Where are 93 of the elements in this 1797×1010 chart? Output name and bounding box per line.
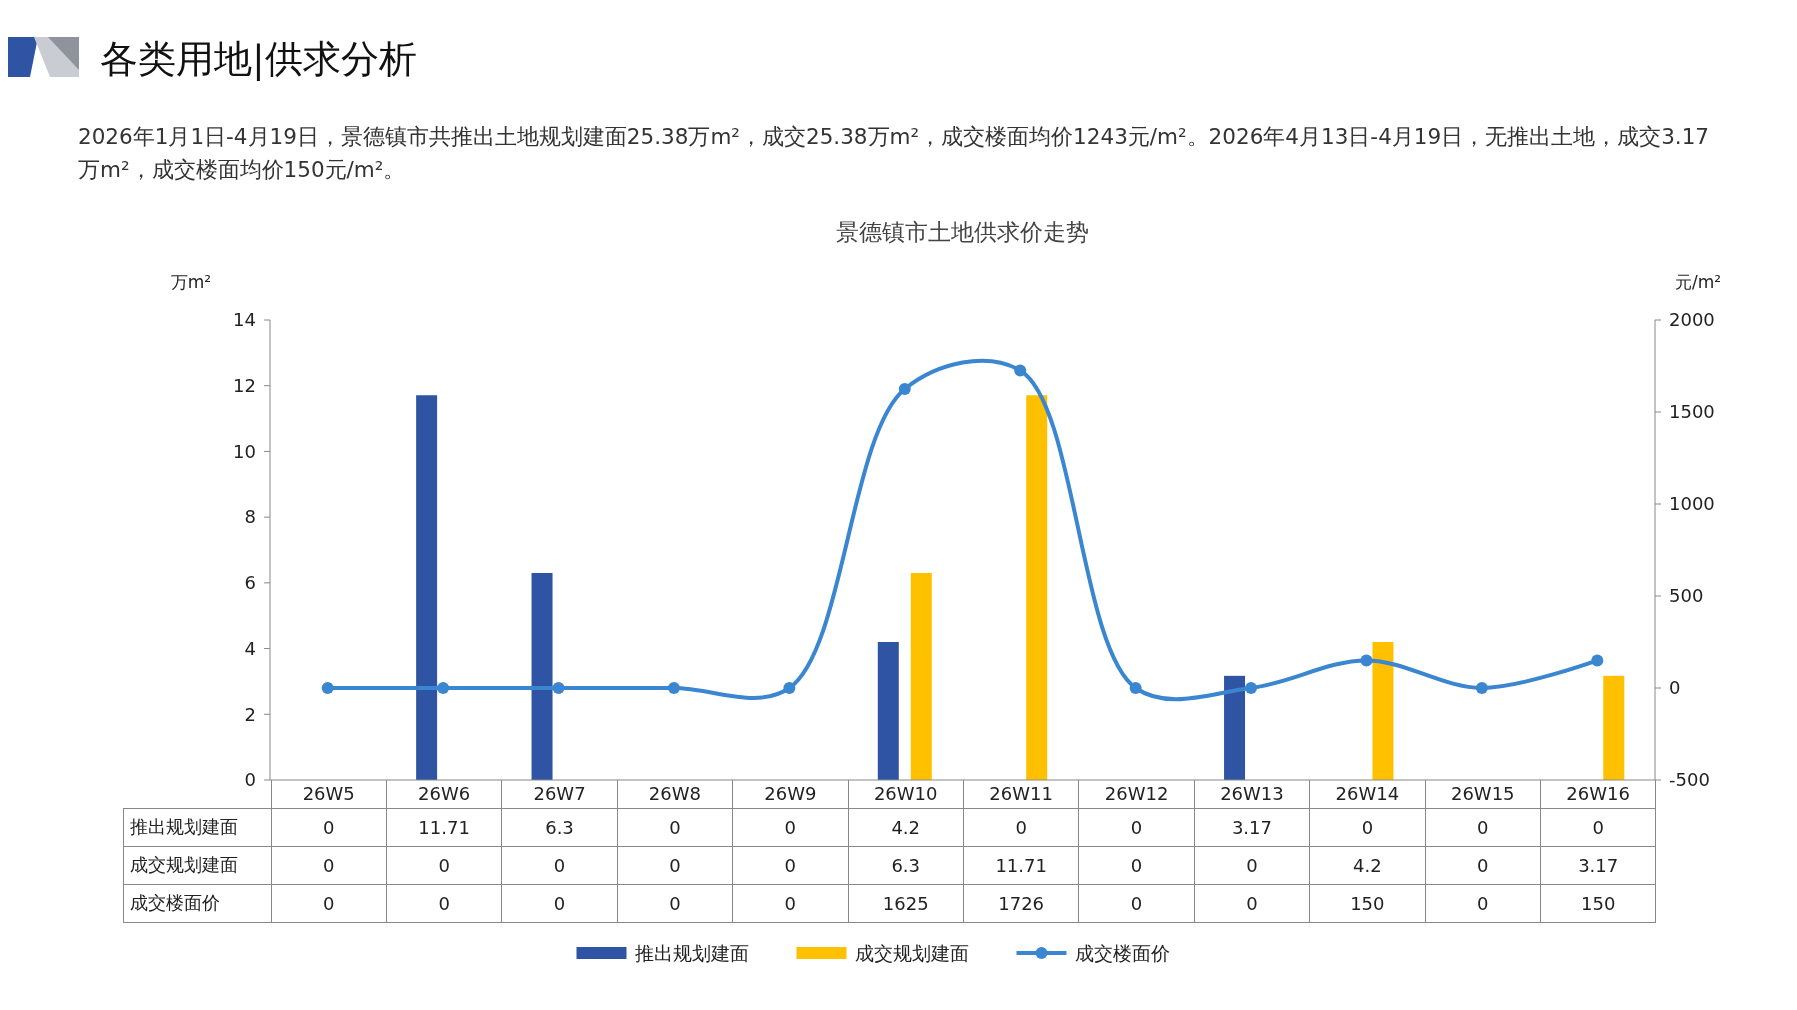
data-label: 0 xyxy=(784,892,797,914)
point xyxy=(667,682,680,694)
point xyxy=(1014,364,1027,377)
x-tick-label: 26W12 xyxy=(1104,783,1169,805)
text: 各类用地|供求分析 xyxy=(100,37,417,81)
data-label: 3.17 xyxy=(1231,816,1272,838)
point xyxy=(437,682,450,694)
data-label: 150 xyxy=(1350,892,1385,914)
y-axis-title: 万m² xyxy=(170,272,212,292)
x-tick-label: 26W15 xyxy=(1450,783,1515,805)
y2-tick-label: 500 xyxy=(1669,585,1704,607)
data-label: 11.71 xyxy=(418,816,470,838)
y-tick-label: 2 xyxy=(244,703,256,725)
bar xyxy=(531,573,553,780)
data-label: 0 xyxy=(1246,892,1258,914)
data-label: 0 xyxy=(1130,892,1143,914)
data-label: 150 xyxy=(1580,892,1616,914)
data-label: 0 xyxy=(1361,816,1374,838)
bar xyxy=(1603,675,1625,780)
data-label: 0 xyxy=(1477,854,1489,876)
y-tick-label: 4 xyxy=(244,637,256,659)
text: 成交楼面价 xyxy=(130,892,220,913)
bar xyxy=(416,395,438,780)
point xyxy=(321,682,334,694)
x-tick-label: 26W10 xyxy=(873,783,938,805)
y-tick-label: 12 xyxy=(233,375,256,397)
data-label: 0 xyxy=(322,816,335,838)
point xyxy=(552,682,565,694)
point xyxy=(1591,654,1604,667)
x-tick-label: 26W6 xyxy=(418,783,471,805)
point xyxy=(783,682,796,694)
y2-tick-label: 2000 xyxy=(1669,309,1715,331)
x-tick-label: 26W13 xyxy=(1220,783,1284,805)
data-label: 0 xyxy=(553,892,566,914)
data-label: 0 xyxy=(669,854,681,876)
x-tick-label: 26W7 xyxy=(533,783,586,805)
y2-tick-label: -500 xyxy=(1669,769,1710,791)
point xyxy=(1475,682,1488,694)
legend-label: 成交楼面价 xyxy=(1074,941,1170,964)
data-label: 0 xyxy=(1015,816,1027,838)
data-label: 0 xyxy=(1477,816,1489,838)
y2-tick-label: 1000 xyxy=(1669,493,1715,515)
data-label: 6.3 xyxy=(545,816,574,838)
data-label: 0 xyxy=(669,816,681,838)
data-label: 0 xyxy=(438,892,450,914)
text: 成交规划建面 xyxy=(130,854,238,875)
legend-label: 推出规划建面 xyxy=(634,941,749,964)
data-label: 0 xyxy=(553,854,566,876)
bar xyxy=(877,642,899,780)
y-tick-label: 6 xyxy=(244,572,256,594)
y-tick-label: 10 xyxy=(233,440,256,462)
data-label: 0 xyxy=(1246,854,1258,876)
x-tick-label: 26W9 xyxy=(764,783,817,805)
data-label: 1726 xyxy=(998,892,1045,914)
data-label: 0 xyxy=(438,854,450,876)
bar xyxy=(1224,675,1246,780)
data-label: 0 xyxy=(784,854,797,876)
data-label: 3.17 xyxy=(1578,854,1619,876)
bar xyxy=(1372,642,1394,780)
data-label: 0 xyxy=(1130,816,1143,838)
x-tick-label: 26W8 xyxy=(648,783,701,805)
x-tick-label: 26W5 xyxy=(302,783,355,805)
data-label: 0 xyxy=(1130,854,1143,876)
x-tick-label: 26W16 xyxy=(1566,783,1630,805)
data-label: 4.2 xyxy=(891,816,921,838)
bar xyxy=(910,573,932,780)
chart-title: 景德镇市土地供求价走势 xyxy=(836,219,1089,245)
point xyxy=(1360,654,1373,667)
x-tick-label: 26W14 xyxy=(1335,783,1400,805)
y-tick-label: 14 xyxy=(233,309,256,331)
bar xyxy=(1026,395,1048,780)
point xyxy=(1129,682,1142,694)
data-label: 6.3 xyxy=(891,854,921,876)
text: 2026年1月1日-4月19日，景德镇市共推出土地规划建面25.38万m²，成交25.38万m²，成交楼面均价1243元/m²。2026年4月13日-4月19日，无推出土地，成交3.17万m²，成交楼面均价150元/m²。 xyxy=(78,123,1711,184)
y2-tick-label: 1500 xyxy=(1669,401,1715,423)
point xyxy=(898,383,911,395)
data-label: 0 xyxy=(784,816,797,838)
text: 推出规划建面 xyxy=(130,816,238,837)
point xyxy=(1245,682,1258,694)
data-label: 0 xyxy=(322,892,335,914)
data-label: 1625 xyxy=(882,892,929,914)
y-tick-label: 8 xyxy=(244,506,256,528)
data-label: 0 xyxy=(1592,816,1604,838)
legend-label: 成交规划建面 xyxy=(854,941,969,964)
data-label: 0 xyxy=(669,892,681,914)
data-label: 4.2 xyxy=(1353,854,1382,876)
data-label: 0 xyxy=(1477,892,1489,914)
y-tick-label: 0 xyxy=(244,769,256,791)
y2-tick-label: 0 xyxy=(1669,677,1681,699)
y2-axis-title: 元/m² xyxy=(1674,272,1722,292)
x-tick-label: 26W11 xyxy=(989,783,1053,805)
data-label: 0 xyxy=(322,854,335,876)
data-label: 11.71 xyxy=(995,854,1047,876)
